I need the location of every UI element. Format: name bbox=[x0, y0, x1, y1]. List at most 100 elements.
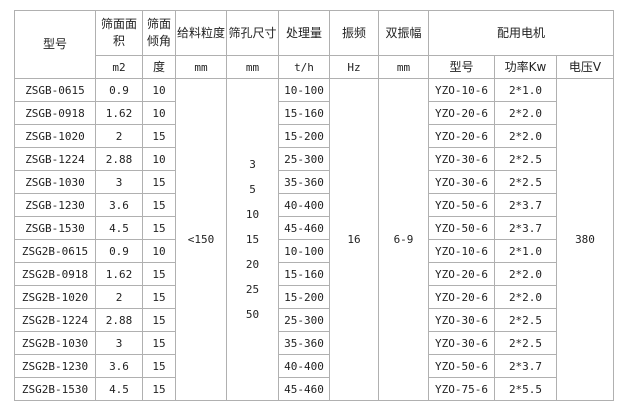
area-cell: 1.62 bbox=[95, 262, 143, 286]
motor-model-cell: YZO-50-6 bbox=[428, 193, 495, 217]
unit-area: m2 bbox=[95, 55, 143, 79]
motor-model-cell: YZO-50-6 bbox=[428, 354, 495, 378]
table-row: ZSGB-0918 1.62 10 15-160 YZO-20-6 2*2.0 bbox=[14, 101, 614, 125]
area-cell: 2 bbox=[95, 285, 143, 309]
power-cell: 2*1.0 bbox=[494, 78, 557, 102]
header-voltage: 电压V bbox=[556, 55, 614, 79]
aperture-value: 10 bbox=[245, 208, 260, 221]
header-amp: 双振幅 bbox=[378, 10, 429, 56]
header-power: 功率Kw bbox=[494, 55, 557, 79]
area-cell: 1.62 bbox=[95, 101, 143, 125]
motor-model-cell: YZO-20-6 bbox=[428, 124, 495, 148]
model-cell: ZSG2B-1224 bbox=[14, 308, 96, 332]
header-model: 型号 bbox=[14, 10, 96, 79]
area-cell: 3.6 bbox=[95, 193, 143, 217]
table-row: ZSG2B-1020 2 15 15-200 YZO-20-6 2*2.0 bbox=[14, 285, 614, 309]
capacity-cell: 10-100 bbox=[278, 239, 330, 263]
table-row: ZSG2B-1030 3 15 35-360 YZO-30-6 2*2.5 bbox=[14, 331, 614, 355]
capacity-cell: 15-200 bbox=[278, 124, 330, 148]
unit-angle: 度 bbox=[142, 55, 176, 79]
area-cell: 3.6 bbox=[95, 354, 143, 378]
motor-model-cell: YZO-30-6 bbox=[428, 170, 495, 194]
table-row: ZSGB-1530 4.5 15 45-460 YZO-50-6 2*3.7 bbox=[14, 216, 614, 240]
aperture-value: 15 bbox=[245, 233, 260, 246]
model-cell: ZSGB-1530 bbox=[14, 216, 96, 240]
area-cell: 0.9 bbox=[95, 239, 143, 263]
aperture-value: 20 bbox=[245, 258, 260, 271]
amp-cell: 6-9 bbox=[378, 78, 429, 401]
model-cell: ZSGB-0615 bbox=[14, 78, 96, 102]
model-cell: ZSG2B-0615 bbox=[14, 239, 96, 263]
capacity-cell: 15-160 bbox=[278, 101, 330, 125]
table-row: ZSG2B-1230 3.6 15 40-400 YZO-50-6 2*3.7 bbox=[14, 354, 614, 378]
model-cell: ZSGB-0918 bbox=[14, 101, 96, 125]
motor-model-cell: YZO-50-6 bbox=[428, 216, 495, 240]
power-cell: 2*2.5 bbox=[494, 308, 557, 332]
header-feed: 给料粒度 bbox=[175, 10, 227, 56]
power-cell: 2*2.5 bbox=[494, 170, 557, 194]
capacity-cell: 15-160 bbox=[278, 262, 330, 286]
header-capacity: 处理量 bbox=[278, 10, 330, 56]
header-motor: 配用电机 bbox=[428, 10, 614, 56]
power-cell: 2*1.0 bbox=[494, 239, 557, 263]
motor-model-cell: YZO-20-6 bbox=[428, 262, 495, 286]
unit-feed: mm bbox=[175, 55, 227, 79]
capacity-cell: 15-200 bbox=[278, 285, 330, 309]
spec-table: 型号 筛面面积 筛面倾角 给料粒度 筛孔尺寸 处理量 振频 双振幅 配用电机 m… bbox=[14, 10, 614, 401]
voltage-cell: 380 bbox=[556, 78, 614, 401]
angle-cell: 15 bbox=[142, 331, 176, 355]
power-cell: 2*3.7 bbox=[494, 216, 557, 240]
motor-model-cell: YZO-10-6 bbox=[428, 239, 495, 263]
power-cell: 2*2.5 bbox=[494, 331, 557, 355]
capacity-cell: 45-460 bbox=[278, 377, 330, 401]
model-cell: ZSG2B-0918 bbox=[14, 262, 96, 286]
power-cell: 2*2.0 bbox=[494, 262, 557, 286]
motor-model-cell: YZO-10-6 bbox=[428, 78, 495, 102]
aperture-value: 3 bbox=[249, 158, 256, 171]
model-cell: ZSGB-1224 bbox=[14, 147, 96, 171]
header-aperture: 筛孔尺寸 bbox=[226, 10, 279, 56]
aperture-cell: 3 5 10 15 20 25 50 bbox=[226, 78, 279, 401]
table-row: ZSGB-1030 3 15 35-360 YZO-30-6 2*2.5 bbox=[14, 170, 614, 194]
aperture-value: 50 bbox=[245, 308, 260, 321]
motor-model-cell: YZO-30-6 bbox=[428, 331, 495, 355]
unit-amp: mm bbox=[378, 55, 429, 79]
angle-cell: 15 bbox=[142, 124, 176, 148]
unit-aperture: mm bbox=[226, 55, 279, 79]
model-cell: ZSG2B-1230 bbox=[14, 354, 96, 378]
angle-cell: 10 bbox=[142, 101, 176, 125]
area-cell: 2.88 bbox=[95, 147, 143, 171]
power-cell: 2*2.0 bbox=[494, 101, 557, 125]
power-cell: 2*2.5 bbox=[494, 147, 557, 171]
header-angle: 筛面倾角 bbox=[142, 10, 176, 56]
motor-model-cell: YZO-30-6 bbox=[428, 308, 495, 332]
model-cell: ZSGB-1030 bbox=[14, 170, 96, 194]
angle-cell: 10 bbox=[142, 147, 176, 171]
unit-capacity: t/h bbox=[278, 55, 330, 79]
angle-cell: 15 bbox=[142, 308, 176, 332]
motor-model-cell: YZO-75-6 bbox=[428, 377, 495, 401]
motor-model-cell: YZO-20-6 bbox=[428, 101, 495, 125]
model-cell: ZSG2B-1530 bbox=[14, 377, 96, 401]
table-row: ZSG2B-1530 4.5 15 45-460 YZO-75-6 2*5.5 bbox=[14, 377, 614, 401]
header-motor-model: 型号 bbox=[428, 55, 495, 79]
angle-cell: 10 bbox=[142, 239, 176, 263]
model-cell: ZSGB-1230 bbox=[14, 193, 96, 217]
angle-cell: 15 bbox=[142, 193, 176, 217]
table-row: ZSGB-1020 2 15 15-200 YZO-20-6 2*2.0 bbox=[14, 124, 614, 148]
feed-cell: <150 bbox=[175, 78, 227, 401]
table-row: ZSGB-0615 0.9 10 <150 3 5 10 15 20 25 50 10-100 16 6-… bbox=[14, 78, 614, 401]
aperture-value: 5 bbox=[249, 183, 256, 196]
area-cell: 3 bbox=[95, 170, 143, 194]
power-cell: 2*3.7 bbox=[494, 193, 557, 217]
model-cell: ZSG2B-1020 bbox=[14, 285, 96, 309]
table-row: ZSG2B-0615 0.9 10 10-100 YZO-10-6 2*1.0 bbox=[14, 239, 614, 263]
capacity-cell: 25-300 bbox=[278, 147, 330, 171]
table-row: ZSGB-1224 2.88 10 25-300 YZO-30-6 2*2.5 bbox=[14, 147, 614, 171]
area-cell: 0.9 bbox=[95, 78, 143, 102]
angle-cell: 10 bbox=[142, 78, 176, 102]
capacity-cell: 35-360 bbox=[278, 170, 330, 194]
motor-model-cell: YZO-20-6 bbox=[428, 285, 495, 309]
capacity-cell: 40-400 bbox=[278, 193, 330, 217]
area-cell: 4.5 bbox=[95, 377, 143, 401]
